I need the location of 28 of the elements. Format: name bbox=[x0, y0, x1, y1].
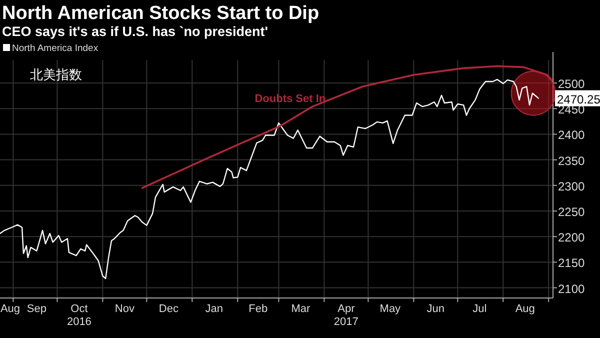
chart-subtitle: CEO says it's as if U.S. has `no president' bbox=[2, 24, 268, 39]
x-tick-label: Jun bbox=[426, 303, 445, 315]
x-tick-label: Mar bbox=[291, 303, 311, 315]
line-series bbox=[141, 65, 552, 189]
annotation: 北美指数 bbox=[30, 67, 82, 82]
y-tick-label: 2250 bbox=[558, 204, 586, 219]
data-label: 2470.25 bbox=[557, 92, 600, 106]
y-tick-label: 2150 bbox=[558, 256, 586, 270]
y-tick-label: 2350 bbox=[558, 154, 586, 168]
x-tick-label: Sep bbox=[26, 303, 46, 315]
y-tick-label: 2500 bbox=[558, 77, 586, 92]
x-tick-label: Aug bbox=[0, 303, 20, 315]
x-tick-label: May bbox=[380, 303, 402, 315]
series-label: Doubts Set In bbox=[254, 93, 326, 106]
x-tick-label: Jan bbox=[205, 303, 224, 315]
x-tick-label: Jul bbox=[472, 303, 487, 315]
y-tick-label: 2100 bbox=[558, 282, 586, 296]
chart-title: North American Stocks Start to Dip bbox=[2, 3, 320, 24]
x-tick-label: Apr 2017 bbox=[334, 303, 358, 328]
x-tick-label: Oct 2016 bbox=[66, 303, 92, 328]
x-tick-label: Feb bbox=[248, 303, 268, 315]
x-tick-label: Nov bbox=[114, 303, 135, 315]
x-tick-label: Aug bbox=[515, 303, 535, 315]
x-tick-label: Dec bbox=[158, 303, 179, 315]
y-tick-label: 2400 bbox=[558, 128, 586, 142]
y-tick-label: 2300 bbox=[558, 179, 586, 194]
legend-label: North America Index bbox=[12, 43, 98, 54]
y-tick-label: 2200 bbox=[558, 230, 586, 245]
